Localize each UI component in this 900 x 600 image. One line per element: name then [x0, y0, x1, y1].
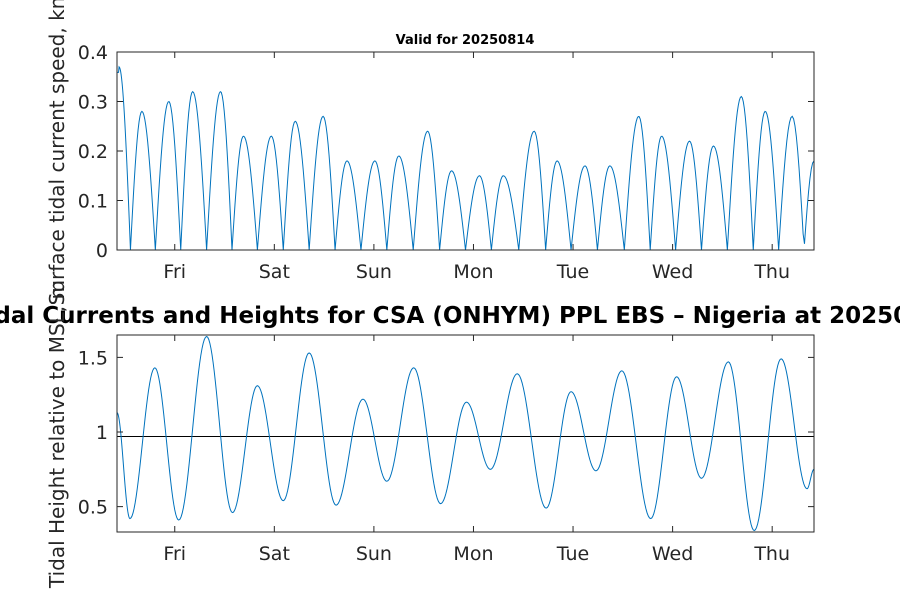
tidal-height-x-tick-label: Mon — [453, 543, 493, 565]
current-speed-plot-area — [117, 52, 814, 250]
current-speed-x-tick-label: Fri — [163, 261, 186, 283]
current-speed-x-tick-label: Mon — [453, 261, 493, 283]
tidal-height-x-tick-label: Sun — [356, 543, 392, 565]
current-speed-y-tick-label: 0.2 — [78, 141, 108, 163]
tidal-height-x-tick-label: Thu — [753, 543, 790, 565]
current-speed-y-label: Surface tidal current speed, kn — [45, 0, 69, 305]
tidal-height-panel: 0.5 1 1.5 Fri Sat Sun Mon Tue Wed Thu — [78, 334, 815, 565]
tidal-height-x-tick-label: Tue — [556, 543, 589, 565]
chart-title: Tidal Currents and Heights for CSA (ONHY… — [0, 303, 900, 329]
current-speed-y-tick-label: 0.3 — [78, 92, 108, 114]
current-speed-panel: 0 0.1 0.2 0.3 0.4 Fri Sat Sun Mon Tue Wed Thu Vali… — [78, 33, 815, 283]
tidal-height-y-tick-label: 1 — [96, 422, 108, 444]
tidal-height-x-tick-label: Sat — [259, 543, 290, 565]
current-speed-x-ticks: Fri Sat Sun Mon Tue Wed Thu — [163, 52, 790, 283]
tidal-height-x-ticks: Fri Sat Sun Mon Tue Wed Thu — [163, 335, 790, 565]
tidal-height-x-tick-label: Fri — [163, 543, 186, 565]
current-speed-y-tick-label: 0.4 — [78, 42, 108, 64]
current-speed-x-tick-label: Thu — [753, 261, 790, 283]
tidal-height-y-tick-label: 0.5 — [78, 497, 108, 519]
tidal-height-x-tick-label: Wed — [652, 543, 693, 565]
current-speed-x-tick-label: Sun — [356, 261, 392, 283]
current-speed-y-tick-label: 0.1 — [78, 191, 108, 213]
chart-subtitle: Valid for 20250814 — [396, 33, 535, 48]
current-speed-x-tick-label: Tue — [556, 261, 589, 283]
current-speed-x-tick-label: Wed — [652, 261, 693, 283]
tidal-height-y-ticks: 0.5 1 1.5 — [78, 347, 814, 519]
tidal-height-axes-box — [116, 334, 815, 533]
tidal-height-series-line — [116, 335, 815, 532]
tidal-height-y-label: Tidal Height relative to MSL, m — [45, 280, 69, 589]
current-speed-x-tick-label: Sat — [259, 261, 290, 283]
tidal-height-plot-area — [117, 335, 814, 532]
current-speed-y-ticks: 0 0.1 0.2 0.3 0.4 — [78, 42, 814, 262]
current-speed-series-line — [117, 65, 815, 251]
tidal-height-y-tick-label: 1.5 — [78, 347, 108, 369]
current-speed-y-tick-label: 0 — [96, 240, 108, 262]
